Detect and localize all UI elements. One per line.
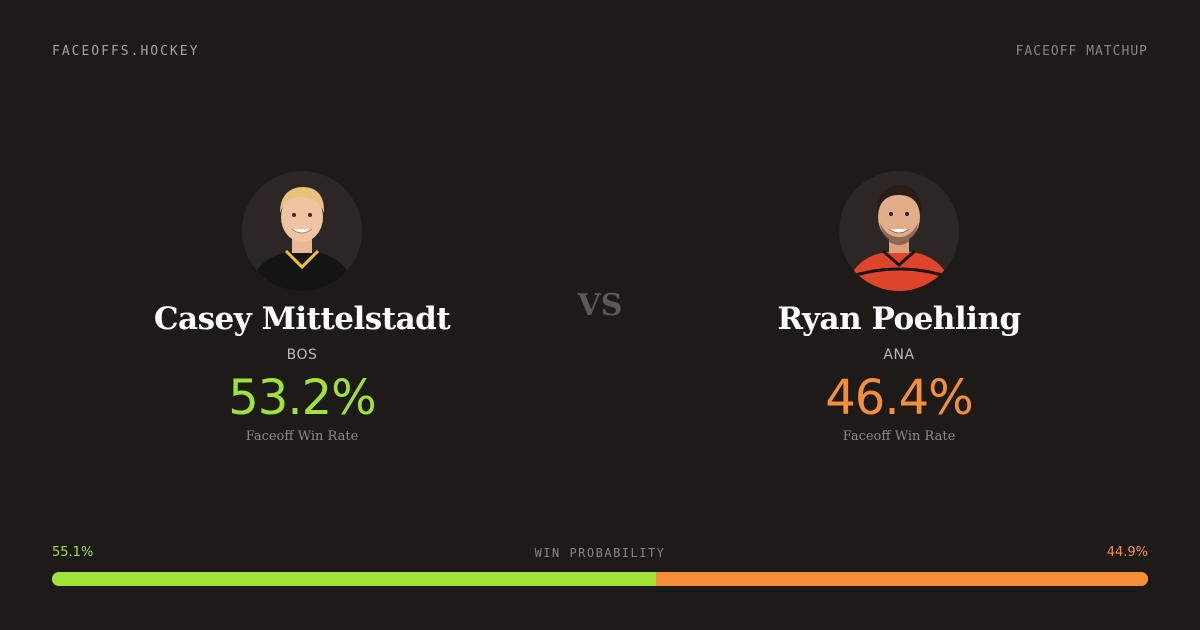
player-card-right: Ryan Poehling ANA 46.4% Faceoff Win Rate [699,171,1099,444]
player-team-left: BOS [286,347,318,363]
site-brand[interactable]: FACEOFFS.HOCKEY [52,44,200,59]
win-probability-left-value: 55.1% [52,545,94,560]
win-probability-right-value: 44.9% [1106,545,1148,560]
win-probability-bar-left [52,572,656,586]
faceoff-win-rate-left: 53.2% [228,370,376,426]
faceoff-win-rate-label-right: Faceoff Win Rate [842,429,956,444]
win-probability-title: WIN PROBABILITY [534,546,666,560]
player-avatar-right [839,171,959,291]
player-team-right: ANA [883,347,915,363]
page-label: FACEOFF MATCHUP [1015,44,1148,59]
player-card-left: Casey Mittelstadt BOS 53.2% Faceoff Win … [102,171,502,444]
player-name-left: Casey Mittelstadt [153,301,451,337]
player-name-right: Ryan Poehling [777,301,1021,337]
win-probability-bar [52,572,1148,586]
versus-label: VS [577,288,623,323]
player-avatar-left [242,171,362,291]
faceoff-win-rate-label-left: Faceoff Win Rate [245,429,359,444]
win-probability-bar-right [655,572,1148,586]
faceoff-win-rate-right: 46.4% [825,370,973,426]
